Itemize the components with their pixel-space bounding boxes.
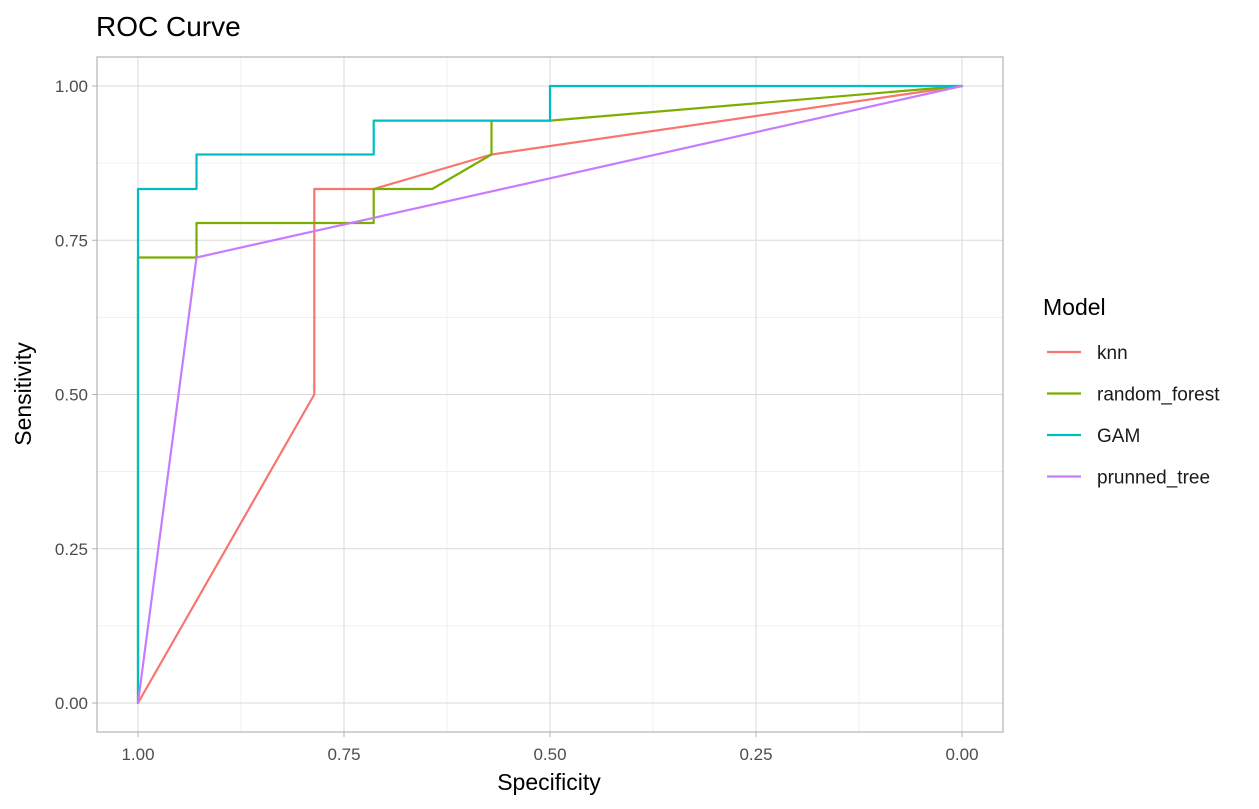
x-tick-label: 0.50: [533, 745, 566, 764]
legend-label-random-forest: random_forest: [1097, 385, 1220, 406]
series-line-prunned-tree: [136, 84, 964, 705]
x-tick-label: 0.25: [739, 745, 772, 764]
legend-label-GAM: GAM: [1097, 426, 1140, 447]
y-tick-label: 1.00: [55, 77, 88, 96]
series-line-knn: [136, 84, 964, 705]
x-tick-label: 0.75: [327, 745, 360, 764]
chart-title: ROC Curve: [96, 11, 241, 42]
y-tick-label: 0.00: [55, 694, 88, 713]
series-line-GAM: [136, 84, 964, 705]
legend-label-knn: knn: [1097, 343, 1128, 364]
x-tick-label: 0.00: [945, 745, 978, 764]
legend-title: Model: [1043, 294, 1106, 320]
axis-ticks: 1.00 0.75 0.50 0.25 0.00 0.00 0.25 0.50 0.75 1.00: [55, 77, 979, 764]
y-tick-label: 0.25: [55, 540, 88, 559]
y-tick-label: 0.75: [55, 231, 88, 250]
grid: [97, 57, 1003, 732]
y-axis-title: Sensitivity: [10, 342, 36, 446]
legend-label-prunned-tree: prunned_tree: [1097, 468, 1210, 489]
y-tick-label: 0.50: [55, 386, 88, 405]
legend: Model knn random_forest GAM prunned_tree: [1043, 294, 1220, 489]
series-lines: [136, 84, 964, 705]
x-axis-title: Specificity: [497, 769, 601, 795]
x-tick-label: 1.00: [121, 745, 154, 764]
